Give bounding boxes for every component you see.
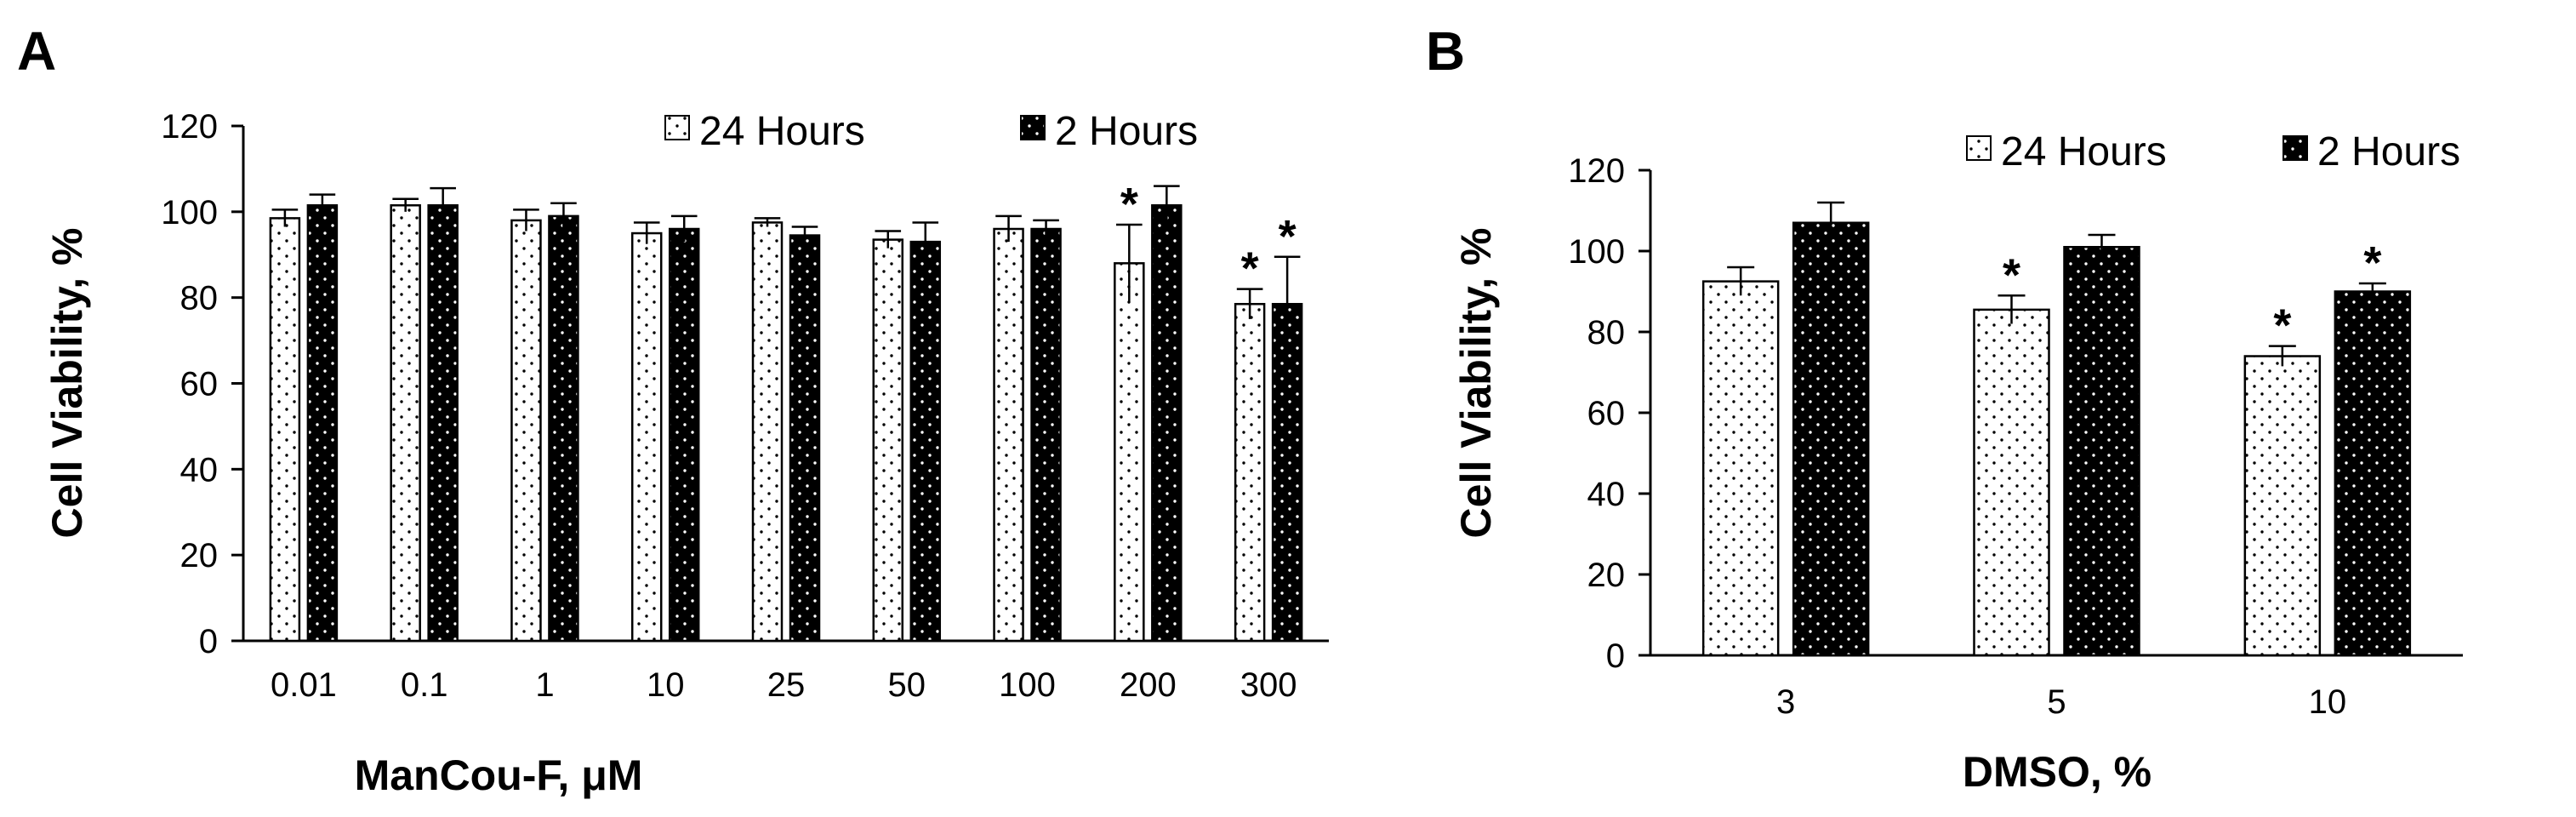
x-tick-label: 0.01 <box>271 666 337 704</box>
y-tick-label: 100 <box>1568 233 1625 271</box>
legend-label-24-hours: 24 Hours <box>699 109 865 154</box>
legend-swatch-2-hours <box>2282 135 2308 161</box>
y-tick-label: 40 <box>1587 476 1626 513</box>
bar-24h <box>1973 308 2050 657</box>
significance-star: * <box>1241 243 1259 294</box>
y-axis-title-a: Cell Viability, % <box>43 228 91 539</box>
x-axis-title-b: DMSO, % <box>1963 748 2151 796</box>
bar-2h <box>548 214 579 643</box>
legend-a: 24 Hours 2 Hours <box>664 109 1198 154</box>
bar-2h <box>1151 204 1183 643</box>
x-tick-label: 200 <box>1120 666 1177 704</box>
legend-swatch-24-hours <box>664 115 690 140</box>
significance-star: * <box>1120 179 1138 230</box>
x-axis-title-a: ManCou-F, μM <box>355 751 643 799</box>
y-tick-label: 60 <box>1587 395 1626 432</box>
bar-2h <box>1030 227 1062 643</box>
bar-2h <box>2334 290 2412 657</box>
bar-2h <box>1271 302 1303 643</box>
y-tick-label: 60 <box>180 366 219 403</box>
bar-24h <box>1114 262 1145 643</box>
bar-2h <box>909 240 942 643</box>
legend-label-2-hours: 2 Hours <box>1055 109 1198 154</box>
bar-2h <box>2063 246 2140 657</box>
bar-2h <box>1792 221 1870 657</box>
y-tick-label: 80 <box>1587 314 1626 351</box>
legend-swatch-24-hours <box>1966 135 1992 161</box>
chart-panel-b: B DMSO, % Cell Viability, % 24 Hours 2 H… <box>1426 20 2463 796</box>
significance-star: * <box>2273 300 2291 351</box>
bar-24h <box>269 217 301 643</box>
significance-star: * <box>2003 249 2020 300</box>
x-tick-label: 1 <box>535 666 554 704</box>
bar-24h <box>993 227 1024 643</box>
bar-24h <box>872 238 904 643</box>
bar-24h <box>2243 355 2322 657</box>
bar-24h <box>751 221 784 643</box>
y-tick-label: 40 <box>180 451 219 488</box>
y-tick-label: 120 <box>1568 152 1625 190</box>
bar-2h <box>306 204 339 643</box>
bar-24h <box>1701 280 1780 657</box>
x-tick-label: 25 <box>767 666 806 704</box>
y-axis-title-b: Cell Viability, % <box>1452 228 1500 539</box>
panel-label-a: A <box>17 20 56 82</box>
x-tick-label: 50 <box>888 666 926 704</box>
bar-2h <box>668 227 700 643</box>
bar-24h <box>1234 302 1266 643</box>
x-tick-label: 300 <box>1240 666 1297 704</box>
bar-24h <box>630 231 663 643</box>
plot-area-b: 0 20 40 60 80 100 120 3 5 * 10 * * <box>1568 152 2463 721</box>
x-tick-label: 100 <box>999 666 1056 704</box>
legend-b: 24 Hours 2 Hours <box>1966 129 2460 174</box>
y-tick-label: 20 <box>180 537 219 574</box>
bar-24h <box>510 219 542 643</box>
y-tick-label: 100 <box>161 194 218 231</box>
bar-24h <box>390 204 421 643</box>
y-tick-label: 0 <box>1606 637 1625 675</box>
legend-label-2-hours: 2 Hours <box>2317 129 2460 174</box>
bar-2h <box>427 204 459 643</box>
x-tick-label: 10 <box>2309 683 2347 721</box>
x-tick-label: 3 <box>1776 683 1795 721</box>
y-tick-label: 20 <box>1587 557 1626 594</box>
x-tick-label: 5 <box>2047 683 2066 721</box>
significance-star: * <box>2363 237 2381 289</box>
legend-label-24-hours: 24 Hours <box>2001 129 2167 174</box>
legend-swatch-2-hours <box>1020 115 1046 140</box>
plot-area-a: 0 20 40 60 80 100 120 0.01 0.1 1 10 25 50 100 200 * 300 *… <box>161 108 1329 704</box>
y-tick-label: 80 <box>180 280 219 317</box>
x-tick-label: 0.1 <box>401 666 448 704</box>
chart-panel-a: A ManCou-F, μM Cell Viability, % 24 Hour… <box>17 20 1329 799</box>
panel-label-b: B <box>1426 20 1465 82</box>
x-tick-label: 10 <box>647 666 685 704</box>
y-tick-label: 120 <box>161 108 218 146</box>
significance-star: * <box>1279 211 1297 262</box>
y-tick-label: 0 <box>199 623 218 660</box>
bar-2h <box>789 234 821 643</box>
